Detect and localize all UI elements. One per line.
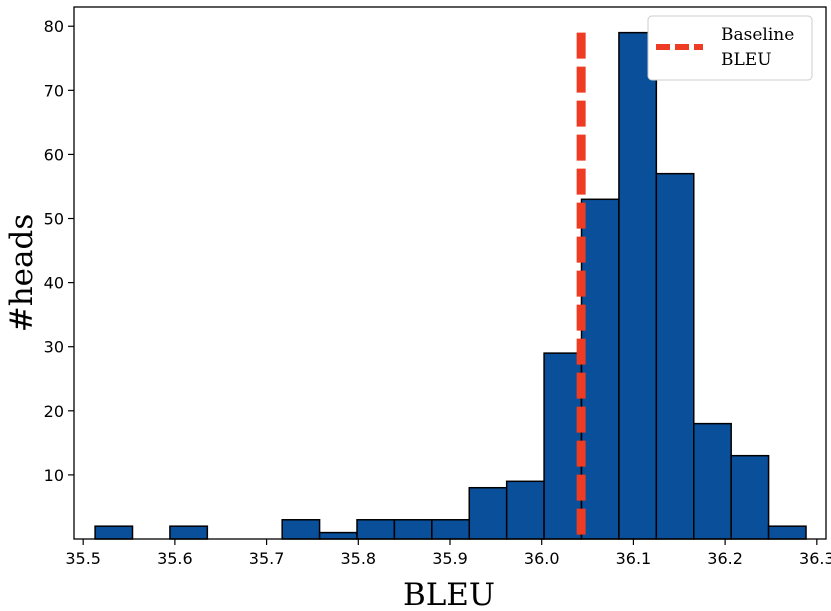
x-tick-label: 36.2 <box>707 549 743 568</box>
histogram-bar <box>543 352 583 540</box>
histogram-bar <box>505 480 545 540</box>
histogram-bar <box>693 422 732 540</box>
histogram-bar <box>468 486 508 540</box>
x-tick-label: 35.6 <box>157 549 193 568</box>
histogram-bar <box>318 531 358 540</box>
y-tick-label: 20 <box>44 402 64 421</box>
x-tick-label: 36.1 <box>616 549 652 568</box>
legend-entry-line1: Baseline <box>721 25 794 45</box>
histogram-bar <box>281 519 321 540</box>
histogram-bar <box>580 198 620 540</box>
histogram-bar <box>730 454 770 540</box>
bars-group <box>94 31 807 540</box>
legend: Baseline BLEU <box>647 15 813 81</box>
x-axis-ticks: 35.5 35.6 35.7 35.8 35.9 36.0 36.1 36.2 36.3 <box>65 539 831 568</box>
histogram-bar <box>431 519 471 540</box>
y-axis-label: #heads <box>4 214 40 333</box>
histogram-bar <box>169 525 209 540</box>
y-tick-label: 80 <box>44 17 64 36</box>
legend-entry-line2: BLEU <box>721 50 772 70</box>
y-tick-label: 10 <box>44 466 64 485</box>
y-tick-label: 50 <box>44 210 64 229</box>
x-tick-label: 35.7 <box>249 549 285 568</box>
histogram-bar <box>618 31 658 540</box>
x-tick-label: 36.3 <box>799 549 831 568</box>
legend-box <box>647 15 813 81</box>
y-tick-label: 30 <box>44 338 64 357</box>
histogram-bar <box>767 525 807 540</box>
y-tick-label: 70 <box>44 81 64 100</box>
x-tick-label: 35.8 <box>340 549 376 568</box>
x-tick-label: 35.5 <box>65 549 101 568</box>
histogram-bar <box>393 519 433 540</box>
y-tick-label: 40 <box>44 274 64 293</box>
y-tick-label: 60 <box>44 145 64 164</box>
x-axis-label: BLEU <box>403 577 495 611</box>
histogram-bar <box>94 525 134 540</box>
y-axis-ticks: 10 20 30 40 50 60 70 80 <box>44 17 74 485</box>
x-tick-label: 36.0 <box>524 549 560 568</box>
histogram-bar <box>356 519 396 540</box>
histogram-bar <box>655 172 695 540</box>
x-tick-label: 35.9 <box>432 549 468 568</box>
